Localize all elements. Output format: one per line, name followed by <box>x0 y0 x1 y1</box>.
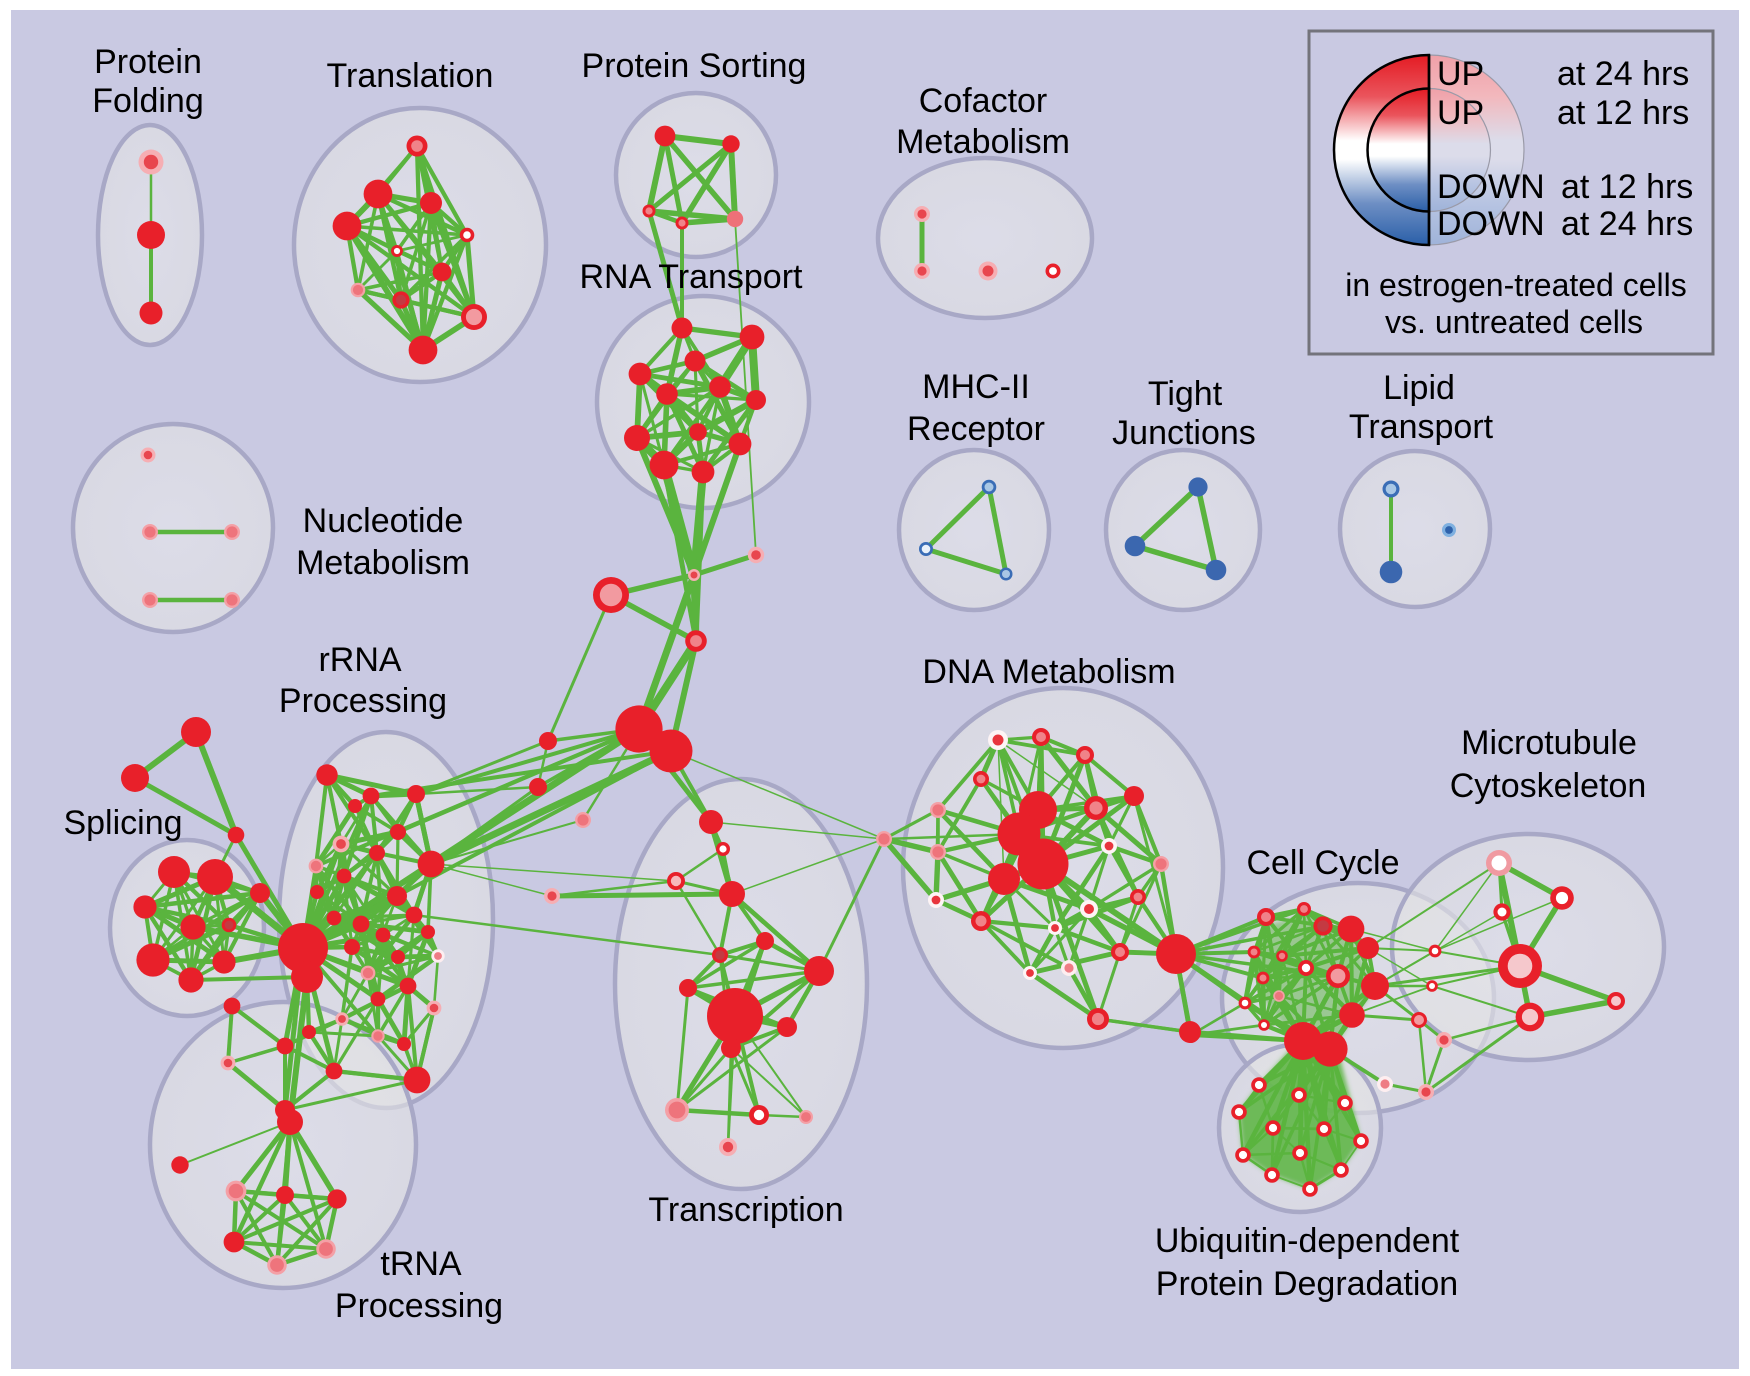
svg-text:tRNA: tRNA <box>380 1245 462 1283</box>
svg-text:Nucleotide: Nucleotide <box>303 502 464 540</box>
svg-text:vs. untreated cells: vs. untreated cells <box>1385 304 1643 340</box>
svg-text:in estrogen-treated cells: in estrogen-treated cells <box>1345 267 1687 303</box>
svg-text:Tight: Tight <box>1148 375 1223 413</box>
svg-text:at 12 hrs: at 12 hrs <box>1561 168 1693 206</box>
svg-text:Splicing: Splicing <box>63 804 182 842</box>
svg-text:Folding: Folding <box>92 82 204 120</box>
svg-text:Protein: Protein <box>94 43 202 81</box>
svg-text:DOWN: DOWN <box>1437 168 1545 206</box>
svg-text:MHC-II: MHC-II <box>922 368 1030 406</box>
svg-text:Cell Cycle: Cell Cycle <box>1246 844 1399 882</box>
svg-text:Processing: Processing <box>335 1287 503 1325</box>
svg-text:Metabolism: Metabolism <box>896 123 1070 161</box>
svg-text:Translation: Translation <box>327 57 494 95</box>
svg-text:rRNA: rRNA <box>318 641 401 679</box>
svg-text:Receptor: Receptor <box>907 410 1045 448</box>
svg-text:UP: UP <box>1437 94 1484 132</box>
svg-text:Protein Degradation: Protein Degradation <box>1156 1265 1458 1303</box>
svg-text:Junctions: Junctions <box>1112 414 1256 452</box>
svg-text:at 24 hrs: at 24 hrs <box>1557 55 1689 93</box>
svg-text:Cytoskeleton: Cytoskeleton <box>1450 767 1647 805</box>
svg-text:at 24 hrs: at 24 hrs <box>1561 205 1693 243</box>
svg-text:Microtubule: Microtubule <box>1461 724 1637 762</box>
svg-text:DOWN: DOWN <box>1437 205 1545 243</box>
svg-text:UP: UP <box>1437 55 1484 93</box>
svg-text:RNA Transport: RNA Transport <box>580 258 804 296</box>
svg-text:Cofactor: Cofactor <box>919 82 1048 120</box>
svg-text:Metabolism: Metabolism <box>296 544 470 582</box>
svg-text:DNA Metabolism: DNA Metabolism <box>922 653 1175 691</box>
svg-text:Ubiquitin-dependent: Ubiquitin-dependent <box>1155 1222 1460 1260</box>
svg-text:at 12 hrs: at 12 hrs <box>1557 94 1689 132</box>
svg-text:Lipid: Lipid <box>1383 369 1455 407</box>
svg-text:Transport: Transport <box>1349 408 1494 446</box>
svg-text:Protein Sorting: Protein Sorting <box>582 47 807 85</box>
svg-text:Transcription: Transcription <box>648 1191 843 1229</box>
svg-text:Processing: Processing <box>279 682 447 720</box>
